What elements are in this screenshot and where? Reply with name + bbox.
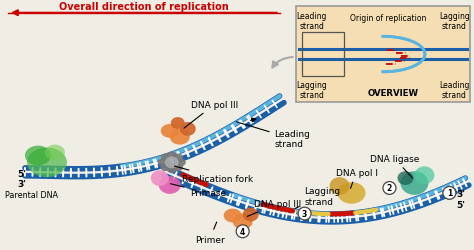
Text: 5': 5' <box>456 200 465 209</box>
Ellipse shape <box>171 118 185 129</box>
Ellipse shape <box>329 178 349 195</box>
Ellipse shape <box>165 157 179 168</box>
Ellipse shape <box>160 164 170 172</box>
Ellipse shape <box>233 214 253 230</box>
Text: DNA pol III: DNA pol III <box>247 200 301 216</box>
Ellipse shape <box>25 146 51 166</box>
Ellipse shape <box>170 129 190 145</box>
Ellipse shape <box>158 159 168 167</box>
Text: 4: 4 <box>240 227 245 236</box>
Text: DNA pol I: DNA pol I <box>336 168 377 188</box>
Text: DNA ligase: DNA ligase <box>370 154 419 178</box>
Text: Leading
strand: Leading strand <box>439 80 470 100</box>
Text: Primer: Primer <box>195 222 225 244</box>
Text: Lagging
strand: Lagging strand <box>295 186 341 209</box>
Ellipse shape <box>401 172 428 195</box>
Ellipse shape <box>414 167 434 184</box>
Ellipse shape <box>27 148 67 178</box>
Text: Leading
strand: Leading strand <box>237 122 310 149</box>
Circle shape <box>298 207 311 220</box>
Ellipse shape <box>161 124 179 138</box>
Ellipse shape <box>159 176 181 194</box>
FancyBboxPatch shape <box>296 7 470 103</box>
Text: Leading
strand: Leading strand <box>296 12 327 31</box>
Text: Origin of replication: Origin of replication <box>350 14 426 22</box>
Text: 3': 3' <box>456 190 465 198</box>
Ellipse shape <box>160 154 170 162</box>
Ellipse shape <box>243 208 259 222</box>
Ellipse shape <box>224 209 242 222</box>
Text: Overall direction of replication: Overall direction of replication <box>59 2 228 12</box>
Text: OVERVIEW: OVERVIEW <box>367 89 419 98</box>
Text: DNA pol III: DNA pol III <box>184 100 238 129</box>
Ellipse shape <box>167 166 177 173</box>
Ellipse shape <box>167 152 177 160</box>
Circle shape <box>443 187 456 200</box>
Text: Lagging
strand: Lagging strand <box>439 12 470 31</box>
Ellipse shape <box>398 172 413 185</box>
Ellipse shape <box>151 170 169 186</box>
Ellipse shape <box>337 182 365 204</box>
Ellipse shape <box>180 122 196 136</box>
Ellipse shape <box>173 154 183 162</box>
Ellipse shape <box>45 145 65 161</box>
Text: Replication fork: Replication fork <box>174 166 253 183</box>
Ellipse shape <box>176 159 186 167</box>
Text: Parental DNA: Parental DNA <box>5 190 58 200</box>
Circle shape <box>383 182 396 194</box>
Text: Primase: Primase <box>171 184 226 198</box>
Ellipse shape <box>173 164 183 172</box>
Text: 3: 3 <box>302 209 307 218</box>
Circle shape <box>236 225 249 238</box>
Text: 5': 5' <box>17 169 26 178</box>
Text: 3': 3' <box>17 179 26 188</box>
Text: 1: 1 <box>447 189 452 198</box>
Text: 2: 2 <box>387 184 392 193</box>
Text: Lagging
strand: Lagging strand <box>296 80 327 100</box>
